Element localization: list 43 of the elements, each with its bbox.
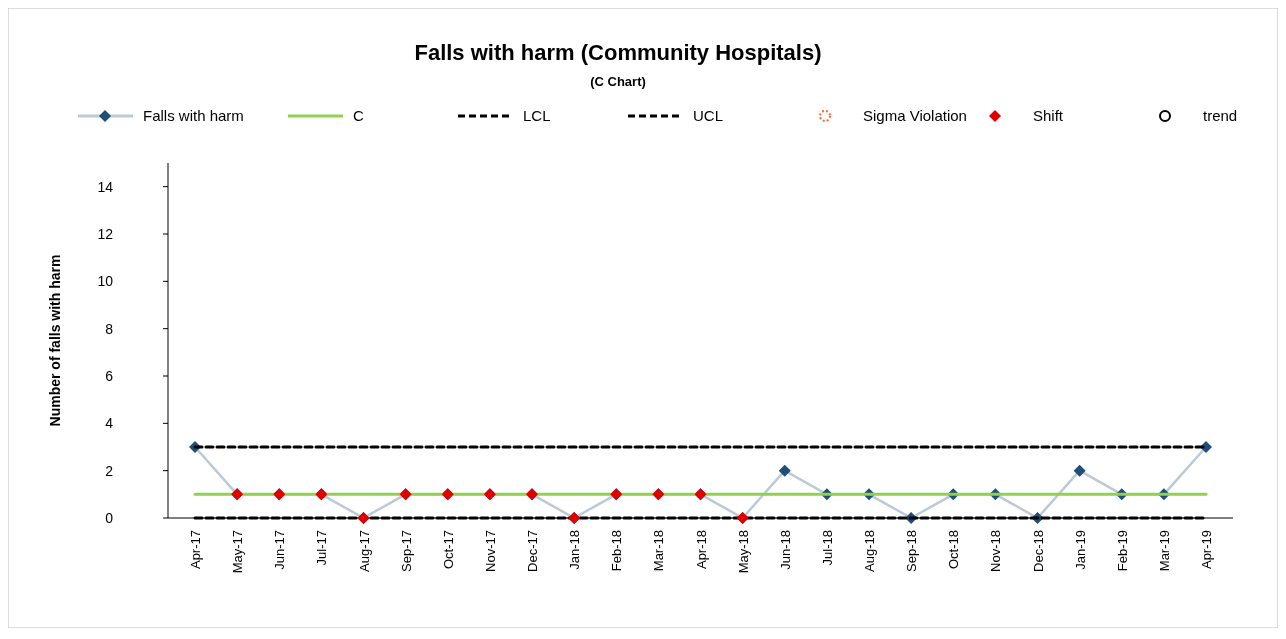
y-tick-label: 14 [97,178,114,195]
x-tick-label: Feb-19 [1114,530,1130,572]
x-tick-label: Jun-18 [777,530,793,570]
legend-label: UCL [693,107,724,124]
y-tick-label: 2 [105,462,114,479]
x-tick-label: Jan-18 [567,530,583,570]
x-tick-label: Jun-17 [272,530,288,570]
y-tick-label: 10 [97,273,114,290]
x-tick-label: Feb-18 [609,530,625,572]
x-tick-label: Nov-17 [482,530,498,572]
y-tick-label: 8 [105,320,114,337]
x-tick-label: Apr-19 [1199,530,1214,570]
legend-label: Sigma Violation [863,107,967,124]
y-tick-label: 12 [97,226,114,242]
x-tick-label: May-17 [230,530,246,574]
x-tick-label: Oct-17 [440,530,456,570]
x-tick-label: Mar-19 [1156,530,1172,572]
legend-label: Falls with harm [143,107,244,124]
y-tick-label: 4 [105,415,114,432]
chart-subtitle: (C Chart) [590,74,646,89]
legend-label: Shift [1033,107,1064,124]
x-tick-label: Jul-17 [314,530,330,566]
x-tick-label: Mar-18 [651,530,667,572]
x-tick-label: Aug-17 [356,530,372,572]
x-tick-label: Apr-17 [188,530,203,570]
x-tick-label: Nov-18 [988,530,1004,572]
x-tick-label: Dec-18 [1030,530,1046,572]
legend-label: LCL [523,107,551,124]
x-tick-label: Sep-17 [398,530,414,572]
x-tick-label: Jul-18 [819,530,835,566]
x-tick-label: May-18 [735,530,751,574]
x-tick-label: Oct-18 [946,530,962,570]
y-tick-label: 6 [105,368,114,384]
legend-label: trend [1203,107,1238,124]
chart-title: Falls with harm (Community Hospitals) [414,40,822,65]
x-tick-label: Sep-18 [904,530,920,572]
y-tick-label: 0 [105,510,114,526]
x-tick-label: Dec-17 [525,530,540,572]
x-tick-label: Jan-19 [1072,530,1088,570]
legend-label: C [353,107,364,124]
y-axis-title: Number of falls with harm [47,254,63,427]
x-tick-label: Apr-18 [693,530,709,570]
x-tick-label: Aug-18 [862,530,877,572]
